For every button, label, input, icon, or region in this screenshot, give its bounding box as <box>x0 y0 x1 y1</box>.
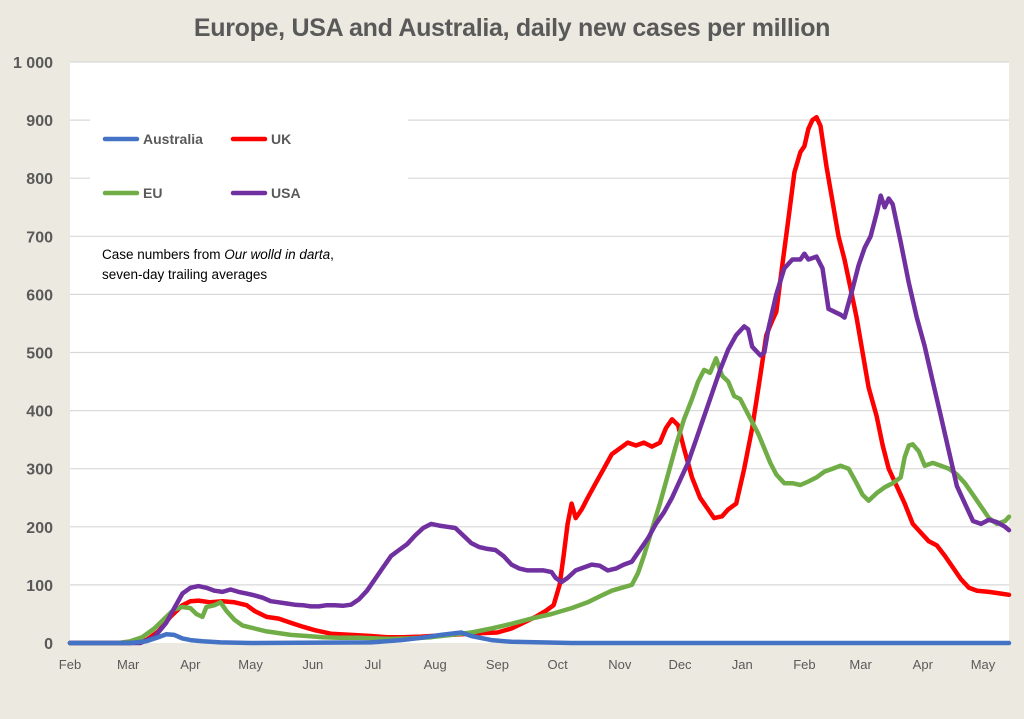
y-axis: 0 100 200 300 400 500 600 700 800 900 1 000 <box>13 55 53 653</box>
x-tick-label: Jan <box>732 657 753 672</box>
source-name: Our wolld in darta <box>224 247 331 262</box>
y-tick-label: 0 <box>44 636 53 653</box>
series-line-uk <box>67 114 1012 646</box>
legend-item-australia: Australia <box>102 131 203 147</box>
x-tick-label: Jun <box>302 657 323 672</box>
annotation-line-2: seven-day trailing averages <box>102 267 268 282</box>
legend-background <box>90 115 408 225</box>
source-annotation: Case numbers from Our wolld in darta, se… <box>98 245 338 285</box>
legend-item-eu: EU <box>102 185 162 201</box>
series-lines <box>67 114 1012 646</box>
x-tick-label: Jul <box>365 657 382 672</box>
x-tick-label: Mar <box>117 657 140 672</box>
legend-label: Australia <box>143 131 203 147</box>
x-tick-label: Feb <box>793 657 815 672</box>
y-tick-label: 900 <box>26 113 53 130</box>
legend-label: EU <box>143 185 162 201</box>
x-tick-label: Feb <box>59 657 81 672</box>
y-tick-label: 700 <box>26 229 53 246</box>
x-tick-label: Dec <box>668 657 692 672</box>
legend-item-usa: USA <box>230 185 301 201</box>
series-line-eu <box>67 356 1012 646</box>
series-line-australia <box>67 630 1012 646</box>
x-tick-label: Mar <box>849 657 872 672</box>
y-tick-label: 400 <box>26 404 53 421</box>
x-tick-label: Apr <box>913 657 934 672</box>
legend-item-uk: UK <box>230 131 291 147</box>
y-tick-label: 500 <box>26 346 53 363</box>
y-tick-label: 200 <box>26 520 53 537</box>
y-tick-label: 800 <box>26 171 53 188</box>
chart-title: Europe, USA and Australia, daily new cas… <box>193 14 831 42</box>
x-tick-label: Oct <box>547 657 568 672</box>
x-axis: Feb Mar Apr May Jun Jul Aug Sep Oct Nov Dec Jan Feb M… <box>59 657 996 672</box>
x-tick-label: Aug <box>424 657 447 672</box>
x-tick-label: Sep <box>486 657 509 672</box>
x-tick-label: May <box>971 657 996 672</box>
legend-label: UK <box>271 131 291 147</box>
y-tick-label: 100 <box>26 578 53 595</box>
y-tick-label: 600 <box>26 287 53 304</box>
x-tick-label: May <box>238 657 263 672</box>
annotation-line-1: Case numbers from Our wolld in darta, <box>102 247 334 262</box>
legend-label: USA <box>271 185 301 201</box>
y-tick-label: 1 000 <box>13 55 53 72</box>
series-line-usa <box>67 193 1012 646</box>
x-tick-label: Nov <box>608 657 632 672</box>
x-tick-label: Apr <box>180 657 201 672</box>
y-tick-label: 300 <box>26 462 53 479</box>
legend: Australia UK EU USA <box>90 115 408 225</box>
